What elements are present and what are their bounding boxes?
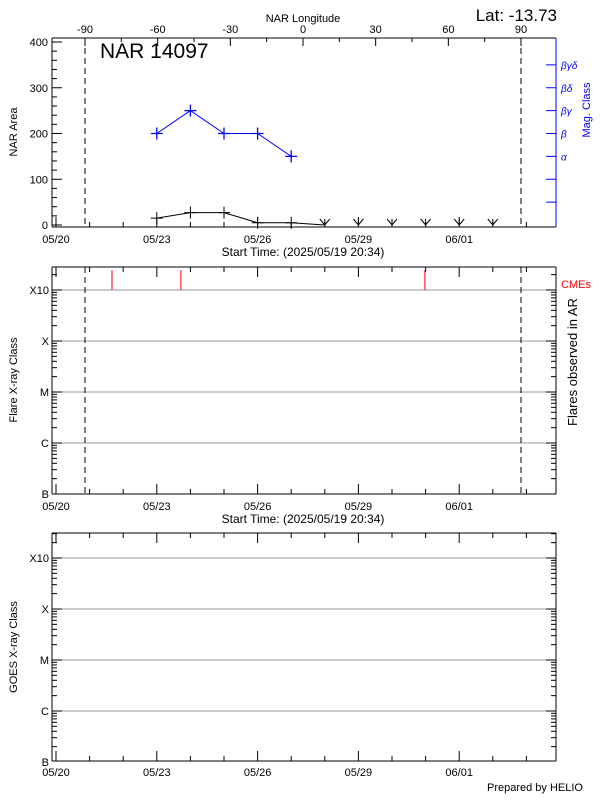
mag-class-label: β <box>560 130 567 141</box>
mag-class-point-marker <box>150 127 163 140</box>
y-class-label: M <box>40 655 49 667</box>
x-tick-label: 05/29 <box>345 501 373 513</box>
y-tick-label: 300 <box>30 83 48 95</box>
x-tick-label: 05/20 <box>42 501 70 513</box>
x-tick-label: 05/26 <box>244 767 272 779</box>
y-class-label: C <box>41 438 49 450</box>
area-point-marker <box>184 206 197 219</box>
longitude-tick-label: 0 <box>300 24 306 36</box>
area-point-marker <box>218 206 230 219</box>
y-tick-label: 0 <box>42 220 48 232</box>
mag-class-point-marker <box>251 127 264 140</box>
x-tick-label: 06/01 <box>445 501 473 513</box>
mag-class-label: βδ <box>560 84 573 95</box>
longitude-axis-title: NAR Longitude <box>266 13 341 25</box>
mag-class-axis-title: Mag. Class <box>581 82 593 138</box>
x-tick-label: 06/01 <box>445 234 473 246</box>
y-class-label: C <box>41 706 49 718</box>
x-tick-label: 06/01 <box>445 767 473 779</box>
longitude-tick-label: -60 <box>150 24 166 36</box>
y-class-label: B <box>42 489 49 501</box>
longitude-tick-label: -90 <box>77 24 93 36</box>
longitude-tick-label: 60 <box>442 24 454 36</box>
longitude-tick-label: -30 <box>222 24 238 36</box>
region-title: NAR 14097 <box>100 40 209 63</box>
mag-class-point-marker <box>285 150 298 163</box>
x-tick-label: 05/29 <box>345 234 373 246</box>
x-tick-label: 05/26 <box>244 501 272 513</box>
x-tick-label: 05/23 <box>143 234 171 246</box>
mag-class-point-marker <box>184 104 197 117</box>
area-line <box>156 212 325 226</box>
longitude-tick-label: 90 <box>515 24 527 36</box>
x-tick-label: 05/23 <box>143 767 171 779</box>
zero-area-marker <box>386 218 398 226</box>
area-point-marker <box>285 216 298 229</box>
y-class-label: X10 <box>29 285 49 297</box>
y-tick-label: 200 <box>30 129 48 141</box>
x-tick-label: 05/23 <box>143 501 171 513</box>
mag-class-label: α <box>561 152 567 163</box>
y-axis-title: GOES X-ray Class <box>8 601 20 693</box>
y-axis-title: Flare X-ray Class <box>8 337 20 422</box>
latitude-label: Lat: -13.73 <box>476 6 557 25</box>
x-axis-title: Start Time: (2025/05/19 20:34) <box>222 512 385 526</box>
area-point-marker <box>150 212 163 225</box>
x-tick-label: 05/26 <box>244 234 272 246</box>
zero-area-marker <box>487 218 499 226</box>
flares-axis-title: Flares observed in AR <box>565 298 580 426</box>
x-tick-label: 05/20 <box>42 234 70 246</box>
y-class-label: X <box>42 604 50 616</box>
cme-legend-label: CMEs <box>561 279 591 291</box>
y-class-label: X <box>42 336 50 348</box>
x-tick-label: 05/20 <box>42 767 70 779</box>
x-tick-label: 05/29 <box>345 767 373 779</box>
area-point-marker <box>251 216 264 229</box>
zero-area-marker <box>353 218 364 226</box>
mag-class-label: βγδ <box>560 61 578 72</box>
y-tick-label: 400 <box>30 37 48 49</box>
y-class-label: X10 <box>29 553 49 565</box>
mag-class-label: βγ <box>560 107 573 118</box>
y-class-label: B <box>42 757 49 769</box>
credit-label: Prepared by HELIO <box>487 782 583 794</box>
zero-area-marker <box>420 218 431 226</box>
zero-area-marker <box>453 218 465 226</box>
longitude-tick-label: 30 <box>370 24 382 36</box>
y-axis-title: NAR Area <box>8 107 20 157</box>
x-axis-title: Start Time: (2025/05/19 20:34) <box>222 245 385 259</box>
zero-area-marker <box>319 218 331 226</box>
y-tick-label: 100 <box>30 174 48 186</box>
y-class-label: M <box>40 387 49 399</box>
mag-class-point-marker <box>218 127 230 140</box>
